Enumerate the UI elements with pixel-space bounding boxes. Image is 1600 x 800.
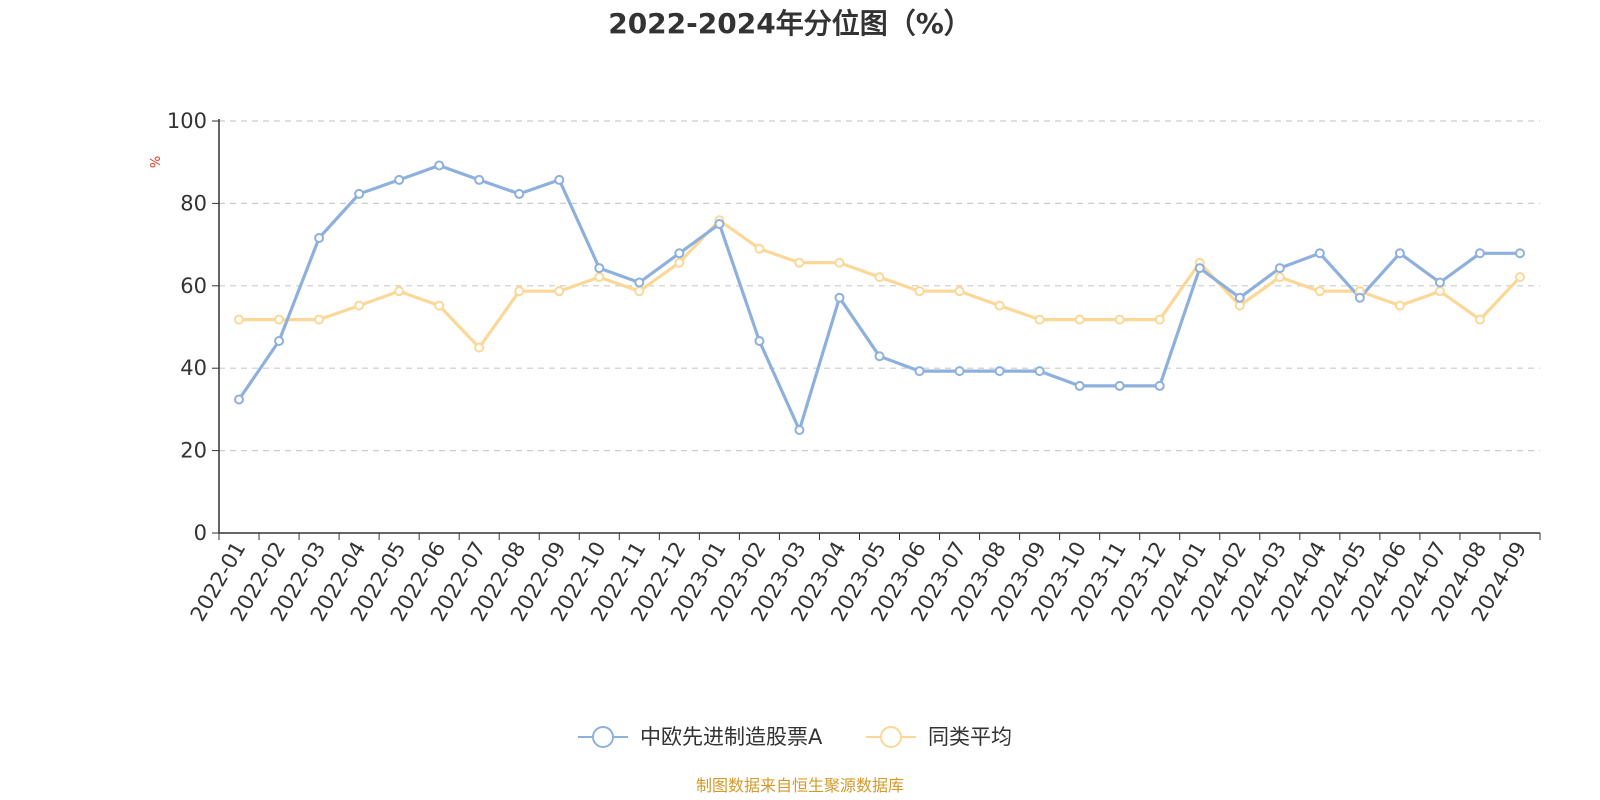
data-point[interactable]: [1314, 248, 1325, 259]
legend-item-1[interactable]: 同类平均: [866, 725, 1012, 749]
x-tick-labels: 2022-012022-022022-032022-042022-052022-…: [186, 537, 1532, 625]
data-point[interactable]: [954, 366, 965, 377]
data-point[interactable]: [394, 174, 405, 185]
data-point[interactable]: [1074, 380, 1085, 391]
y-tick-labels: 0 20 40 60 80 100: [167, 109, 207, 545]
data-point[interactable]: [914, 286, 925, 297]
data-point[interactable]: [1314, 286, 1325, 297]
data-point[interactable]: [234, 394, 245, 405]
data-point[interactable]: [1514, 272, 1525, 283]
data-point[interactable]: [1474, 314, 1485, 325]
y-axis-label: %: [149, 156, 164, 168]
data-point[interactable]: [1394, 248, 1405, 259]
data-point[interactable]: [554, 286, 565, 297]
data-point[interactable]: [1154, 380, 1165, 391]
data-point[interactable]: [1274, 272, 1285, 283]
legend-marker-icon: [592, 726, 614, 748]
data-point[interactable]: [474, 342, 485, 353]
data-point[interactable]: [354, 188, 365, 199]
data-point[interactable]: [594, 263, 605, 274]
gridlines: [219, 120, 1540, 452]
legend-label: 中欧先进制造股票A: [640, 725, 823, 749]
data-point[interactable]: [954, 286, 965, 297]
data-point[interactable]: [314, 233, 325, 244]
data-point[interactable]: [994, 300, 1005, 311]
data-point[interactable]: [274, 336, 285, 347]
data-point[interactable]: [874, 351, 885, 362]
data-point[interactable]: [1274, 263, 1285, 274]
y-tick-label: 80: [180, 191, 207, 215]
data-point[interactable]: [674, 257, 685, 268]
y-tick-label: 60: [180, 274, 207, 298]
data-point[interactable]: [1034, 366, 1045, 377]
data-point[interactable]: [1434, 286, 1445, 297]
data-point[interactable]: [834, 257, 845, 268]
source-note: 制图数据来自恒生聚源数据库: [696, 776, 904, 795]
data-point[interactable]: [1514, 248, 1525, 259]
data-point[interactable]: [274, 314, 285, 325]
data-point[interactable]: [994, 366, 1005, 377]
data-point[interactable]: [1114, 380, 1125, 391]
data-point[interactable]: [514, 286, 525, 297]
legend-marker-icon: [880, 726, 902, 748]
data-point[interactable]: [1074, 314, 1085, 325]
data-point[interactable]: [434, 300, 445, 311]
legend-label: 同类平均: [928, 725, 1012, 749]
data-point[interactable]: [674, 248, 685, 259]
data-point[interactable]: [354, 300, 365, 311]
data-point[interactable]: [794, 425, 805, 435]
data-point[interactable]: [1234, 300, 1245, 311]
series-line-1: [239, 218, 1522, 350]
data-point[interactable]: [914, 366, 925, 377]
data-point[interactable]: [794, 257, 805, 268]
data-point[interactable]: [1194, 263, 1205, 274]
data-point[interactable]: [714, 219, 725, 229]
data-point[interactable]: [1114, 314, 1125, 325]
y-tick-label: 100: [167, 109, 207, 133]
data-point[interactable]: [1474, 248, 1485, 259]
data-point[interactable]: [1394, 300, 1405, 311]
data-point[interactable]: [474, 174, 485, 185]
data-point[interactable]: [754, 243, 765, 254]
data-point[interactable]: [1234, 292, 1245, 303]
data-point[interactable]: [1154, 314, 1165, 325]
y-tick-label: 20: [180, 439, 207, 463]
data-point[interactable]: [1034, 314, 1045, 325]
data-point[interactable]: [754, 336, 765, 347]
y-tick-label: 40: [180, 356, 207, 380]
y-tick-label: 0: [194, 521, 207, 545]
legend-item-0[interactable]: 中欧先进制造股票A: [578, 725, 823, 749]
data-point[interactable]: [314, 314, 325, 325]
chart-title: 2022-2024年分位图（%）: [608, 7, 972, 40]
series-line-0: [237, 163, 1520, 432]
data-point[interactable]: [554, 174, 565, 185]
data-point[interactable]: [634, 277, 645, 288]
series-group: [234, 160, 1525, 435]
data-point[interactable]: [594, 272, 605, 283]
data-point[interactable]: [1354, 292, 1365, 303]
data-point[interactable]: [834, 292, 845, 303]
data-point[interactable]: [1434, 277, 1445, 288]
data-point[interactable]: [234, 314, 245, 325]
data-point[interactable]: [394, 286, 405, 297]
data-point[interactable]: [874, 272, 885, 283]
data-point[interactable]: [514, 188, 525, 199]
legend[interactable]: 中欧先进制造股票A 同类平均: [578, 725, 1012, 749]
data-point[interactable]: [634, 286, 645, 297]
data-point[interactable]: [434, 160, 445, 171]
axes: [212, 119, 1541, 540]
